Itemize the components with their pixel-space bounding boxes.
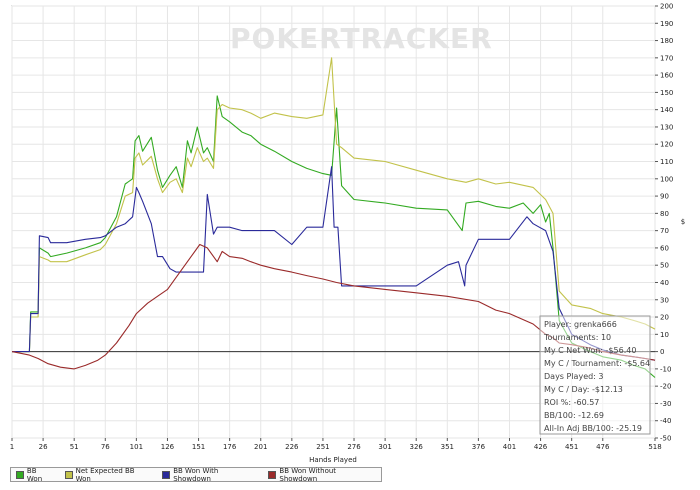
series-line-1 <box>12 57 656 353</box>
legend-swatch-bb-won <box>16 470 24 479</box>
y-tick-label: 80 <box>660 210 669 218</box>
y-tick-label: -10 <box>660 365 671 373</box>
stats-allin-bb100: All-In Adj BB/100: -25.19 <box>544 424 642 433</box>
x-tick-label: 351 <box>441 443 454 451</box>
x-tick-label: 251 <box>316 443 329 451</box>
x-tick-label: 26 <box>39 443 48 451</box>
x-tick-label: 151 <box>192 443 205 451</box>
legend-item-without-showdown: BB Won Without Showdown <box>268 467 375 483</box>
y-tick-label: 130 <box>660 123 673 131</box>
y-tick-label: 200 <box>660 3 673 11</box>
series-line-0 <box>12 95 656 378</box>
y-tick-label: -30 <box>660 400 671 408</box>
x-tick-label: 301 <box>378 443 391 451</box>
y-tick-label: 10 <box>660 331 669 339</box>
watermark: POKERTRACKER <box>230 22 493 55</box>
x-tick-label: 518 <box>648 443 661 451</box>
y-tick-label: 150 <box>660 89 673 97</box>
y-tick-label: 180 <box>660 37 673 45</box>
legend-item-bb-won: BB Won <box>16 467 54 483</box>
x-tick-label: 376 <box>472 443 486 451</box>
stats-per-day: My C / Day: -$12.13 <box>544 385 623 394</box>
y-tick-label: 30 <box>660 296 669 304</box>
series-line-2 <box>12 166 656 361</box>
legend-swatch-without-showdown <box>268 470 277 479</box>
legend-swatch-with-showdown <box>162 470 171 479</box>
stats-bb100: BB/100: -12.69 <box>544 411 604 420</box>
y-axis: -50 -40 -30 -20 -10 0 10 20 30 40 50 60 70 80 90 100 110… <box>655 3 673 443</box>
x-axis: 1 26 51 76 101 126 151 176 201 226 251 276 301 326 351… <box>10 438 662 451</box>
y-tick-label: 60 <box>660 244 669 252</box>
y-tick-label: -20 <box>660 383 671 391</box>
x-tick-label: 1 <box>10 443 14 451</box>
x-tick-label: 176 <box>223 443 237 451</box>
stats-roi: ROI %: -60.57 <box>544 398 599 407</box>
stats-tournaments: Tournaments: 10 <box>543 333 611 342</box>
x-tick-label: 201 <box>254 443 267 451</box>
y-tick-label: 40 <box>660 279 669 287</box>
stats-per-tournament: My C / Tournament: -$5.64 <box>544 359 650 368</box>
y-axis-title: $ <box>681 218 685 226</box>
legend-label-bb-won: BB Won <box>26 466 43 483</box>
y-tick-label: 190 <box>660 20 673 28</box>
x-tick-label: 101 <box>130 443 143 451</box>
legend-label-net-expected: Net Expected BB Won <box>75 466 135 483</box>
x-tick-label: 276 <box>347 443 361 451</box>
y-tick-label: 170 <box>660 54 673 62</box>
stats-player: Player: grenka666 <box>544 320 617 329</box>
y-tick-label: 50 <box>660 262 669 270</box>
x-axis-title: Hands Played <box>309 456 357 464</box>
x-tick-label: 476 <box>596 443 610 451</box>
x-tick-label: 426 <box>534 443 548 451</box>
legend-item-with-showdown: BB Won With Showdown <box>162 467 257 483</box>
x-tick-label: 226 <box>285 443 299 451</box>
y-tick-label: 0 <box>660 348 664 356</box>
y-tick-label: 90 <box>660 193 669 201</box>
y-tick-label: 160 <box>660 72 673 80</box>
legend-item-net-expected: Net Expected BB Won <box>64 466 152 483</box>
y-tick-label: -40 <box>660 417 671 425</box>
y-tick-label: 120 <box>660 141 673 149</box>
y-tick-label: 110 <box>660 158 673 166</box>
legend-label-with-showdown: BB Won With Showdown <box>173 466 219 483</box>
stats-days-played: Days Played: 3 <box>544 372 604 381</box>
y-tick-label: -50 <box>660 435 671 443</box>
legend-swatch-net-expected <box>64 470 73 479</box>
legend-label-without-showdown: BB Won Without Showdown <box>279 466 337 483</box>
y-tick-label: 70 <box>660 227 669 235</box>
stats-box: Player: grenka666 Tournaments: 10 My C N… <box>539 315 651 435</box>
x-tick-label: 76 <box>101 443 110 451</box>
x-tick-label: 451 <box>565 443 578 451</box>
stats-box-background <box>539 315 651 435</box>
y-tick-label: 20 <box>660 314 669 322</box>
stats-net-won: My C Net Won: -$56.40 <box>544 346 636 355</box>
x-tick-label: 326 <box>410 443 424 451</box>
x-tick-label: 126 <box>161 443 175 451</box>
y-tick-label: 140 <box>660 106 673 114</box>
x-tick-label: 401 <box>503 443 516 451</box>
y-tick-label: 100 <box>660 175 673 183</box>
x-tick-label: 51 <box>70 443 79 451</box>
legend: BB Won Net Expected BB Won BB Won With S… <box>10 466 382 483</box>
